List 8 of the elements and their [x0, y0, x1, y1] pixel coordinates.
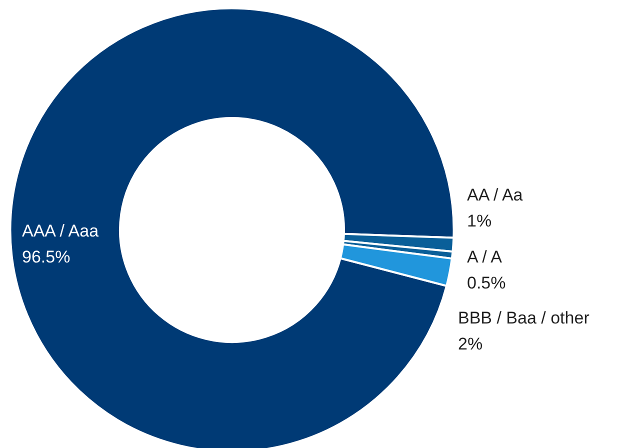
- slice-label: AAA / Aaa: [22, 222, 100, 240]
- data-label: 2%: [458, 334, 483, 354]
- data-label: 1%: [467, 212, 492, 230]
- slice-label: BBB / Baa / other: [458, 308, 590, 328]
- data-label: 96.5%: [22, 248, 70, 266]
- slice-label: A / A: [467, 248, 503, 266]
- data-label: 0.5%: [467, 274, 506, 292]
- slice-label: AA / Aa: [467, 186, 524, 204]
